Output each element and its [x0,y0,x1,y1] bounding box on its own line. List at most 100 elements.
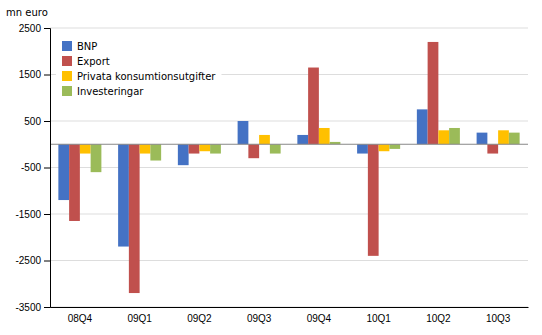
legend-swatch [62,41,72,51]
bar [199,144,210,151]
x-axis: 08Q4 09Q1 09Q2 09Q3 09Q4 10Q1 10Q2 10Q3 [51,308,529,325]
x-tick-label: 09Q1 [127,313,152,324]
legend-swatch [62,86,72,96]
x-tick-label: 09Q4 [307,313,332,324]
bar [150,144,161,160]
legend-background [56,34,221,103]
bar-series [69,42,498,293]
x-tick-label: 10Q3 [486,313,511,324]
legend-swatch [62,71,72,81]
x-tick: 09Q1 [127,313,152,324]
legend-item: Export [62,56,110,67]
bar [417,109,428,144]
y-tick-mark [44,121,50,122]
legend-item: Investeringar [62,86,144,97]
x-axis-line [51,307,529,308]
bar [319,128,330,144]
bar [210,144,221,153]
bar [509,133,520,145]
x-tick: 10Q2 [426,313,451,324]
bar [118,144,129,246]
y-tick-mark [44,168,50,169]
bar [129,144,140,293]
y-tick-mark [44,261,50,262]
bar [91,144,102,172]
x-tick: 10Q1 [366,313,391,324]
chart: -3500 -2500 -1500 -500 500 1500 2500 08Q4 09Q1 09… [0,0,542,335]
bar [189,144,200,153]
bar [389,144,400,149]
grid-line [50,121,528,122]
y-tick: 1500 [19,69,50,80]
bar [498,130,509,144]
bar [69,144,80,221]
y-tick-label: 1500 [19,69,42,80]
plot: -3500 -2500 -1500 -500 500 1500 2500 08Q4 09Q1 09… [6,7,529,324]
y-axis-line [44,29,51,308]
y-tick: -3500 [15,302,50,313]
y-tick-mark [44,28,50,29]
bar [80,144,91,153]
x-tick: 10Q3 [486,313,511,324]
legend-label: Privata konsumtionsutgifter [77,71,216,82]
y-tick-mark [44,307,50,308]
bar [259,135,270,144]
y-tick: 2500 [19,23,50,34]
x-tick-label: 10Q1 [366,313,391,324]
bar [477,133,488,145]
bar [428,42,439,144]
y-tick-label: 2500 [19,23,42,34]
y-tick-label: -2500 [15,255,41,266]
baseline [50,144,528,145]
y-tick-label: 500 [24,116,41,127]
y-tick-label: -1500 [15,209,41,220]
bar [140,144,151,153]
y-axis-title: mn euro [6,7,48,18]
legend-label: BNP [77,41,97,52]
bar-series [58,109,487,246]
x-tick-label: 09Q2 [187,313,212,324]
grid-line [50,307,528,308]
bar [308,68,319,145]
bar [248,144,259,158]
x-tick-label: 09Q3 [247,313,272,324]
x-tick: 08Q4 [68,313,93,324]
legend-label: Investeringar [77,86,144,97]
bars [58,42,519,293]
bar [270,144,281,153]
x-tick: 09Q4 [307,313,332,324]
bar-series [80,128,509,154]
legend-item: BNP [62,41,97,52]
bar [357,144,368,153]
legend-item: Privata konsumtionsutgifter [62,71,216,82]
x-tick-label: 10Q2 [426,313,451,324]
x-tick-label: 08Q4 [68,313,93,324]
bar [487,144,498,153]
y-axis: -3500 -2500 -1500 -500 500 1500 2500 [15,23,50,313]
legend: BNP Export Privata konsumtionsutgifter Inve… [56,34,221,103]
bar [178,144,189,165]
bar [379,144,390,151]
y-tick-label: -3500 [15,302,41,313]
y-tick-label: -500 [21,162,41,173]
y-tick: -500 [21,162,50,173]
y-tick: 500 [24,116,50,127]
bar-series [91,128,520,172]
bar [449,128,460,144]
x-tick: 09Q2 [187,313,212,324]
grid-line [50,28,528,29]
y-tick-mark [44,75,50,76]
grid-line [50,260,528,261]
bar [297,135,308,144]
bar [438,130,449,144]
y-tick: -2500 [15,255,50,266]
bar [368,144,379,256]
y-tick-mark [44,214,50,215]
bar [58,144,69,200]
y-tick: -1500 [15,209,50,220]
bar [238,121,249,144]
x-tick: 09Q3 [247,313,272,324]
grid [50,28,528,307]
legend-swatch [62,56,72,66]
legend-label: Export [77,56,110,67]
